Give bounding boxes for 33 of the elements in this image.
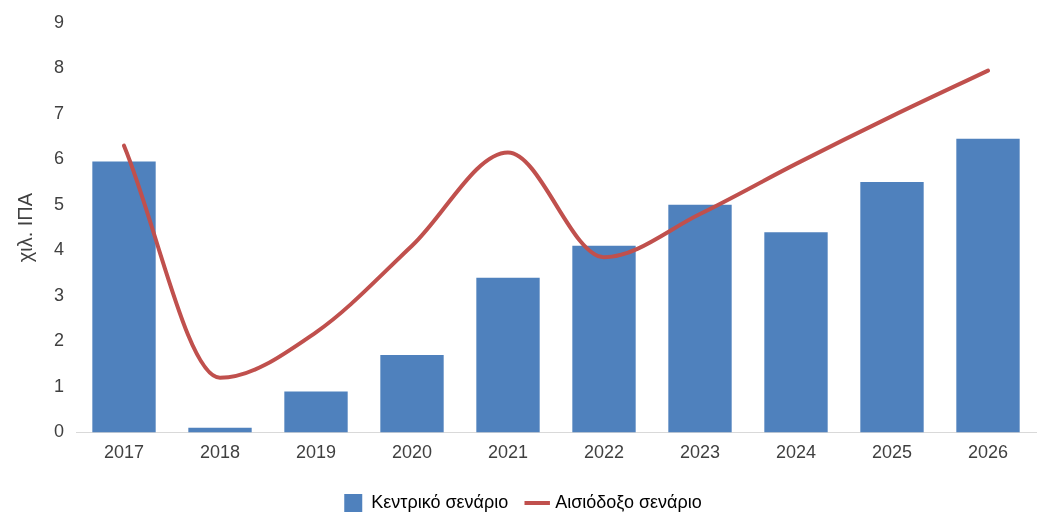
bar <box>764 232 828 433</box>
x-tick-label: 2018 <box>199 442 241 463</box>
y-tick-label: 2 <box>54 330 65 351</box>
x-tick-label: 2020 <box>391 442 433 463</box>
x-tick-label: 2017 <box>103 442 145 463</box>
y-tick-label: 8 <box>54 57 65 78</box>
x-tick-label: 2021 <box>487 442 529 463</box>
bar <box>92 161 156 433</box>
bar <box>476 277 540 433</box>
y-tick-label: 5 <box>54 193 65 214</box>
bar <box>284 391 348 433</box>
legend-label: Κεντρικό σενάριο <box>371 491 509 512</box>
y-tick-label: 3 <box>54 284 65 305</box>
y-axis-title: χιλ. ΙΠΑ <box>13 192 36 263</box>
y-tick-label: 7 <box>54 102 65 123</box>
x-tick-label: 2023 <box>679 442 721 463</box>
bar <box>956 138 1020 433</box>
y-tick-label: 0 <box>54 421 65 442</box>
y-tick-label: 9 <box>54 11 65 32</box>
bar <box>668 204 732 433</box>
x-tick-label: 2022 <box>583 442 625 463</box>
y-tick-label: 1 <box>54 375 65 396</box>
x-tick-label: 2024 <box>775 442 817 463</box>
legend-label: Αισιόδοξο σενάριο <box>555 491 702 512</box>
x-tick-label: 2026 <box>967 442 1009 463</box>
x-tick-label: 2025 <box>871 442 913 463</box>
bar <box>572 245 636 433</box>
bar <box>860 182 924 433</box>
x-tick-label: 2019 <box>295 442 337 463</box>
y-tick-label: 4 <box>54 239 65 260</box>
bar <box>380 355 444 433</box>
y-tick-label: 6 <box>54 148 65 169</box>
line-series <box>122 68 990 380</box>
